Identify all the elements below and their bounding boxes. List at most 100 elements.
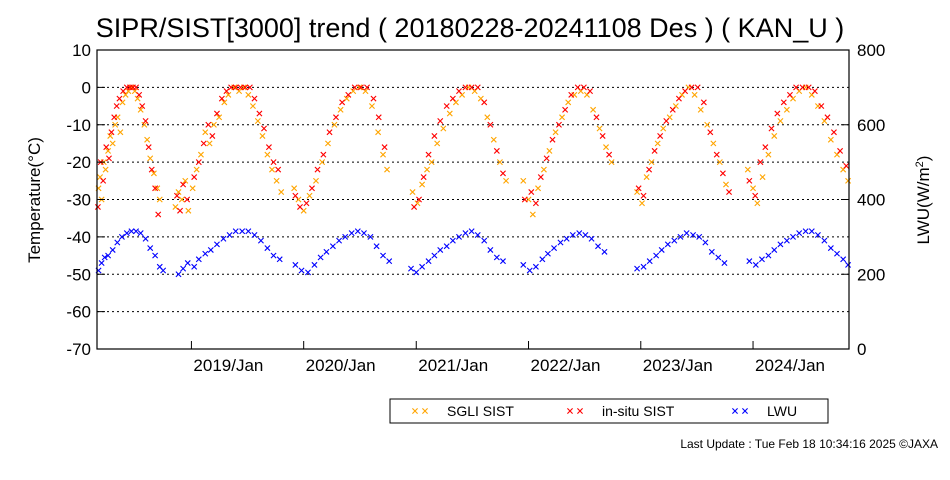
data-point <box>106 155 112 162</box>
data-point <box>675 95 682 102</box>
series-sgli-sist <box>95 84 852 218</box>
data-point <box>275 166 282 173</box>
data-point <box>493 147 500 154</box>
data-point <box>150 170 157 177</box>
data-point <box>216 114 223 121</box>
data-point <box>209 132 216 139</box>
data-point <box>715 254 722 261</box>
data-point <box>180 181 187 188</box>
data-point <box>152 252 159 259</box>
data-point <box>116 95 123 102</box>
data-point <box>118 233 125 240</box>
data-point <box>563 235 570 242</box>
legend-marker <box>742 408 748 414</box>
data-point <box>273 177 280 184</box>
data-point <box>117 129 124 136</box>
data-point <box>694 84 701 91</box>
data-point <box>237 84 244 91</box>
data-point <box>148 166 155 173</box>
data-point <box>606 151 613 158</box>
data-point <box>568 91 575 98</box>
data-point <box>105 252 112 259</box>
data-point <box>175 271 182 278</box>
data-point <box>456 233 462 240</box>
tick-labels: 10 0 -10 -20 -30 -40 -50 -60 -70 800 600 400 200 0 201… <box>66 41 885 375</box>
y2-axis-label-sup: 2 <box>914 161 926 167</box>
data-point <box>409 189 416 196</box>
data-point <box>191 263 198 270</box>
data-point <box>827 245 834 252</box>
data-point <box>259 132 266 139</box>
data-point <box>411 203 418 210</box>
data-point <box>540 166 547 173</box>
data-point <box>750 185 757 192</box>
data-point <box>195 159 202 166</box>
data-point <box>368 103 375 110</box>
y2-axis-label: LWU(W/m2) <box>914 156 933 245</box>
data-point <box>562 106 569 113</box>
data-point <box>569 232 576 238</box>
data-point <box>384 166 391 173</box>
data-point <box>419 181 426 188</box>
data-point <box>291 185 298 192</box>
data-point <box>601 248 608 255</box>
data-point <box>261 125 267 132</box>
data-point <box>373 243 380 250</box>
data-point <box>555 121 562 128</box>
data-point <box>593 114 600 121</box>
data-point <box>700 99 707 106</box>
y-tick-label: -10 <box>66 116 91 135</box>
data-point <box>172 203 179 210</box>
y-axis-label: Temperature(°C) <box>25 137 44 263</box>
data-point <box>786 91 793 98</box>
data-point <box>640 192 647 199</box>
data-point <box>777 241 784 248</box>
data-point <box>336 237 343 244</box>
data-point <box>771 132 778 139</box>
data-point <box>752 192 759 199</box>
data-point <box>677 233 684 240</box>
data-point <box>225 91 232 98</box>
data-point <box>608 159 615 166</box>
data-point <box>184 196 191 203</box>
legend-label: LWU <box>767 403 797 419</box>
data-point <box>425 151 432 158</box>
data-point <box>580 84 587 91</box>
data-point <box>213 110 220 117</box>
legend-label: SGLI SIST <box>447 403 514 419</box>
data-point <box>765 252 772 259</box>
data-point <box>520 177 527 184</box>
data-point <box>354 228 361 235</box>
data-point <box>845 261 852 268</box>
data-point <box>342 233 349 240</box>
data-point <box>587 88 594 95</box>
data-point <box>771 246 778 253</box>
data-point <box>805 84 812 91</box>
data-point <box>590 106 597 113</box>
data-point <box>364 84 371 91</box>
data-point <box>559 114 566 121</box>
data-point <box>574 84 581 91</box>
data-point <box>345 91 352 98</box>
data-point <box>360 230 367 237</box>
grid-lines <box>97 86 849 313</box>
y-tick-label: -30 <box>66 191 91 210</box>
data-point <box>337 106 344 113</box>
data-point <box>133 84 140 91</box>
y2-tick-label: 600 <box>857 116 885 135</box>
series-lwu <box>95 228 852 278</box>
data-point <box>298 267 305 274</box>
data-point <box>603 144 610 151</box>
data-point <box>783 106 790 113</box>
data-point <box>669 106 676 113</box>
y2-tick-label: 200 <box>857 265 885 284</box>
data-point <box>543 155 550 162</box>
data-point <box>122 91 129 98</box>
axis-ticks <box>97 49 849 350</box>
data-point <box>462 84 469 91</box>
data-point <box>796 230 803 237</box>
data-point <box>707 129 714 136</box>
y2-tick-label: 0 <box>857 340 866 359</box>
data-point <box>818 103 825 110</box>
